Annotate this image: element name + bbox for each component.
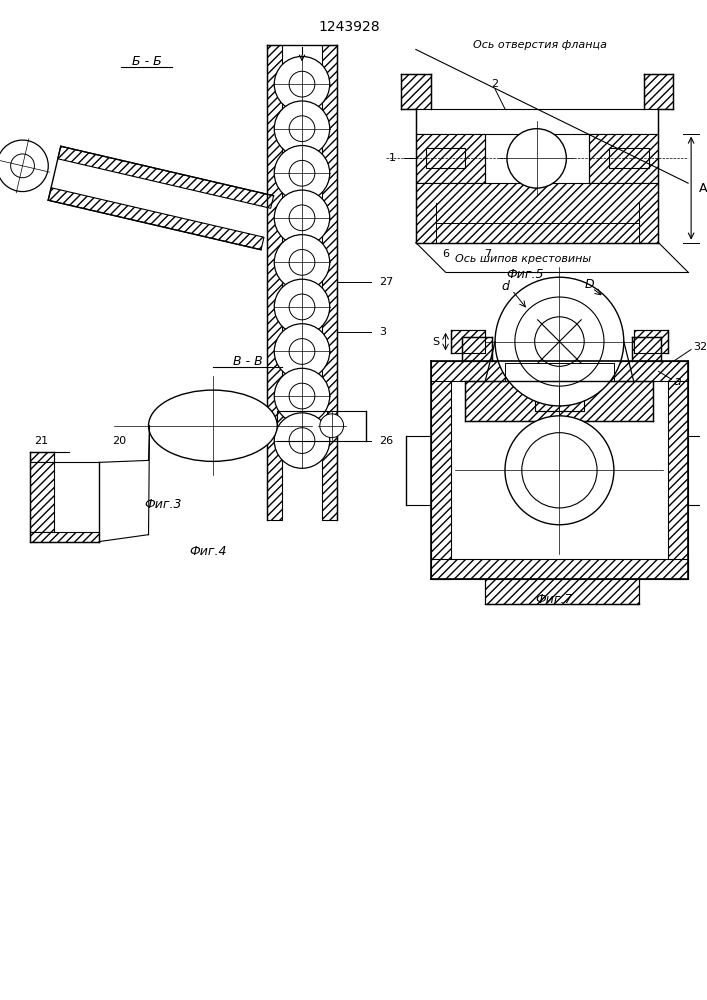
Polygon shape (431, 361, 688, 381)
Text: Б - Б: Б - Б (132, 55, 161, 68)
Circle shape (274, 101, 329, 156)
Text: 3: 3 (379, 327, 386, 337)
Circle shape (289, 71, 315, 97)
Polygon shape (416, 134, 485, 183)
Circle shape (507, 129, 566, 188)
Text: Фиг.6: Фиг.6 (516, 434, 554, 447)
Text: 7: 7 (484, 249, 491, 259)
Text: 20: 20 (112, 436, 126, 446)
Text: Фиг.7: Фиг.7 (536, 593, 573, 606)
Text: 26: 26 (379, 436, 393, 446)
Text: 1: 1 (389, 153, 396, 163)
Polygon shape (589, 134, 658, 183)
Polygon shape (30, 452, 54, 462)
Polygon shape (668, 361, 688, 579)
Circle shape (289, 339, 315, 364)
Circle shape (289, 249, 315, 275)
Polygon shape (58, 146, 274, 208)
Circle shape (274, 146, 329, 201)
Circle shape (505, 416, 614, 525)
Circle shape (495, 277, 624, 406)
Text: 32: 32 (693, 342, 707, 352)
Text: 6: 6 (442, 249, 449, 259)
Circle shape (274, 413, 329, 468)
Circle shape (274, 190, 329, 246)
Polygon shape (462, 337, 492, 361)
Text: Фиг.4: Фиг.4 (189, 545, 227, 558)
Polygon shape (416, 183, 658, 243)
Text: 2: 2 (491, 79, 498, 89)
Circle shape (515, 297, 604, 386)
Polygon shape (643, 74, 673, 109)
Polygon shape (609, 148, 648, 168)
Polygon shape (48, 188, 264, 250)
Polygon shape (534, 381, 584, 411)
Polygon shape (277, 411, 327, 441)
Polygon shape (401, 74, 431, 109)
Text: d: d (501, 280, 509, 293)
Circle shape (289, 160, 315, 186)
Polygon shape (322, 45, 337, 520)
Text: a: a (673, 375, 681, 388)
Text: В - В: В - В (233, 355, 262, 368)
Polygon shape (450, 330, 485, 353)
Circle shape (0, 140, 48, 192)
Text: Фиг.3: Фиг.3 (145, 498, 182, 511)
Text: Ось отверстия фланца: Ось отверстия фланца (472, 40, 607, 50)
Circle shape (274, 368, 329, 424)
Circle shape (320, 414, 344, 438)
Circle shape (289, 116, 315, 142)
Polygon shape (267, 45, 282, 520)
Text: D: D (584, 278, 594, 291)
Text: Ось шипов крестовины: Ось шипов крестовины (455, 254, 591, 264)
Text: A: A (699, 182, 707, 195)
Polygon shape (633, 330, 668, 353)
Polygon shape (465, 381, 653, 421)
Polygon shape (30, 462, 54, 532)
Circle shape (534, 317, 584, 366)
Circle shape (289, 205, 315, 231)
Circle shape (522, 433, 597, 508)
Text: 1243928: 1243928 (319, 20, 380, 34)
Polygon shape (30, 532, 99, 542)
Circle shape (274, 324, 329, 379)
Circle shape (289, 428, 315, 453)
Text: 27: 27 (379, 277, 394, 287)
Polygon shape (632, 337, 662, 361)
Circle shape (11, 154, 35, 178)
Circle shape (274, 279, 329, 335)
Polygon shape (485, 579, 638, 604)
Polygon shape (416, 109, 658, 134)
Text: 21: 21 (35, 436, 49, 446)
Polygon shape (431, 361, 450, 579)
Circle shape (289, 294, 315, 320)
Ellipse shape (148, 390, 277, 461)
Text: Фиг.5: Фиг.5 (506, 268, 544, 281)
Circle shape (289, 383, 315, 409)
Circle shape (274, 56, 329, 112)
Text: S: S (433, 337, 440, 347)
Polygon shape (431, 559, 688, 579)
Circle shape (274, 235, 329, 290)
Polygon shape (426, 148, 465, 168)
